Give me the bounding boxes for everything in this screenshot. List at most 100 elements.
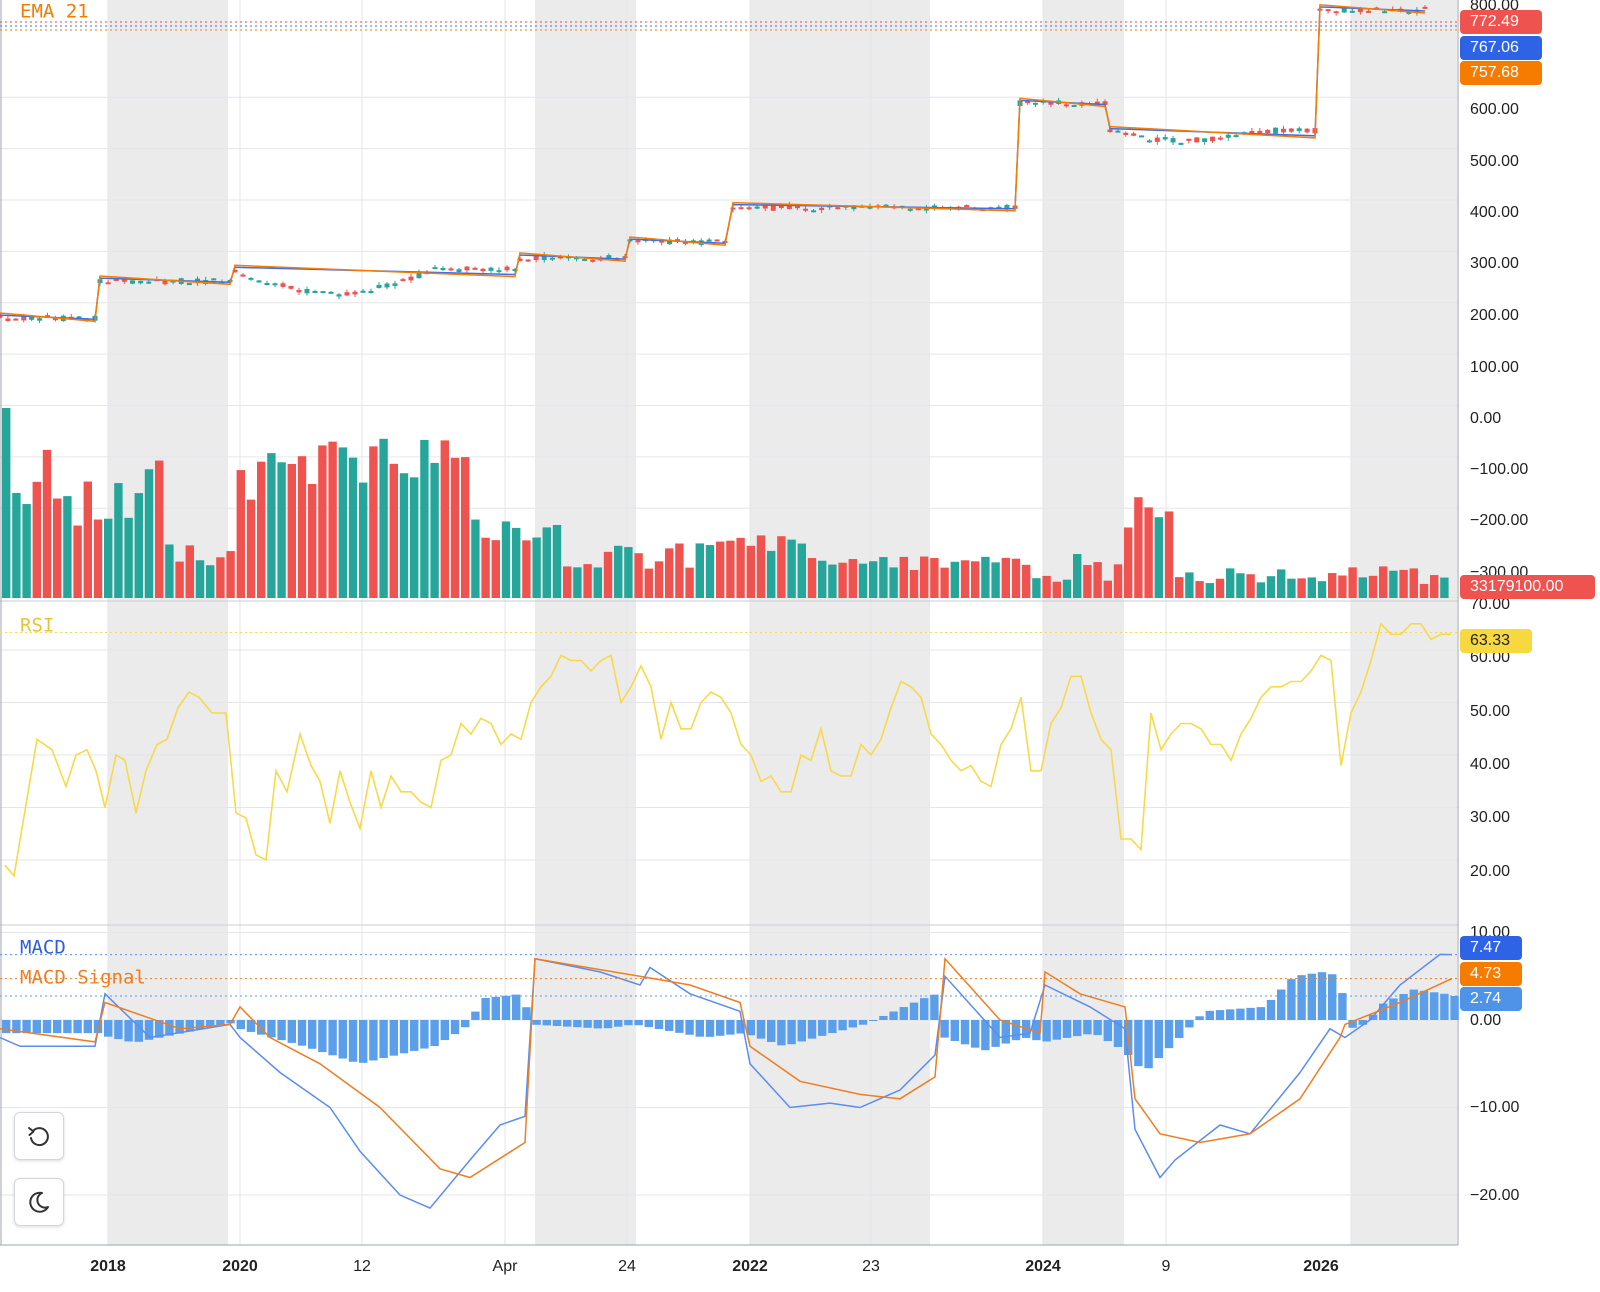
macd-histogram-bar xyxy=(32,1020,41,1034)
volume-bar xyxy=(277,462,286,598)
macd-histogram-bar xyxy=(1185,1020,1194,1028)
macd-histogram-bar xyxy=(909,1002,919,1020)
candle-body xyxy=(1107,129,1113,133)
volume-bar xyxy=(624,547,633,598)
macd-histogram-bar xyxy=(1379,1003,1388,1020)
macd-histogram-bar xyxy=(1001,1020,1010,1044)
price-axis-label: 400.00 xyxy=(1470,204,1519,221)
macd-histogram-bar xyxy=(920,998,929,1020)
volume-bar xyxy=(777,536,786,598)
macd-histogram-bar xyxy=(665,1020,674,1031)
candle-body xyxy=(76,316,82,319)
rsi-axis-label: 50.00 xyxy=(1470,703,1510,720)
volume-bar xyxy=(297,456,307,598)
candle-body xyxy=(288,285,294,289)
volume-bar xyxy=(960,560,970,598)
macd-histogram-bar xyxy=(797,1020,806,1042)
volume-bar xyxy=(1011,558,1021,598)
candle-body xyxy=(312,290,318,293)
candle-body xyxy=(232,269,238,273)
volume-bar xyxy=(818,560,827,598)
candle-body xyxy=(488,267,494,271)
volume-bar xyxy=(1409,568,1418,598)
macd-histogram-bar xyxy=(777,1020,786,1046)
macd-histogram-bar xyxy=(1062,1020,1072,1038)
candle-body xyxy=(541,255,547,260)
macd-histogram-bar xyxy=(542,1020,551,1026)
hist-badge-bg xyxy=(1460,987,1522,1011)
volume-bar xyxy=(1052,581,1061,598)
volume-bar xyxy=(1083,564,1092,598)
macd-histogram-bar xyxy=(83,1020,92,1034)
candle-body xyxy=(211,278,217,281)
macd-histogram-bar xyxy=(583,1020,592,1028)
macd-histogram-bar xyxy=(1093,1020,1102,1036)
candle-body xyxy=(835,207,841,210)
volume-bar xyxy=(308,483,317,598)
macd-histogram-bar xyxy=(1144,1020,1153,1069)
volume-bar xyxy=(1042,575,1051,598)
candle-body xyxy=(464,266,470,271)
rsi-axis-label: 70.00 xyxy=(1470,596,1510,613)
volume-bar xyxy=(12,492,21,598)
candle-body xyxy=(1225,134,1231,138)
macd-histogram-bar xyxy=(1246,1007,1255,1020)
volume-bar xyxy=(920,556,929,598)
volume-bar xyxy=(1266,576,1276,598)
candle-body xyxy=(996,206,1002,209)
candle-body xyxy=(778,205,784,208)
volume-bar xyxy=(348,457,358,598)
volume-bar xyxy=(32,481,41,598)
volume-bar xyxy=(399,473,409,598)
macd-histogram-bar xyxy=(1409,989,1418,1020)
candle-body xyxy=(1048,101,1054,105)
macd-histogram-bar xyxy=(807,1020,817,1039)
volume-bar xyxy=(185,545,194,598)
candle-body xyxy=(1233,135,1239,138)
candle-body xyxy=(635,240,641,243)
candle-body xyxy=(296,290,302,293)
candle-body xyxy=(794,206,800,209)
reset-button[interactable] xyxy=(14,1112,64,1160)
volume-bar xyxy=(1399,569,1408,598)
volume-bar xyxy=(430,462,439,598)
theme-toggle-button[interactable] xyxy=(14,1178,64,1226)
candle-body xyxy=(517,258,523,262)
macd-histogram-bar xyxy=(1154,1020,1163,1059)
volume-bar xyxy=(175,561,184,598)
volume-bar xyxy=(114,483,123,598)
macd-histogram-bar xyxy=(12,1020,21,1034)
macd-histogram-bar xyxy=(53,1020,62,1034)
candle-body xyxy=(113,279,119,282)
volume-bar xyxy=(420,439,429,598)
volume-bar xyxy=(1328,573,1337,598)
candle-body xyxy=(754,206,760,209)
candle-body xyxy=(400,279,406,282)
volume-bar xyxy=(246,499,256,598)
macd-histogram-bar xyxy=(1226,1009,1235,1020)
volume-bar xyxy=(328,441,337,598)
candle-body xyxy=(590,259,596,262)
macd-histogram-bar xyxy=(328,1020,337,1056)
candle-body xyxy=(186,283,192,286)
price-axis-label: 100.00 xyxy=(1470,359,1519,376)
volume-bar xyxy=(593,567,602,598)
volume-bar xyxy=(1440,577,1449,598)
macd-histogram-bar xyxy=(695,1020,704,1037)
macd-histogram-bar xyxy=(277,1020,286,1041)
macd-histogram-bar xyxy=(1205,1010,1214,1020)
candle-body xyxy=(272,283,278,286)
macd-histogram-bar xyxy=(1011,1020,1021,1041)
volume-badge: 33179100.00 xyxy=(1470,578,1564,595)
candle-body xyxy=(256,280,262,283)
macd-histogram-bar xyxy=(420,1020,429,1049)
volume-bar xyxy=(165,544,174,598)
ema-short-badge-bg xyxy=(1460,36,1542,60)
volume-bar xyxy=(879,557,888,598)
macd-histogram-bar xyxy=(1419,990,1429,1020)
rsi-legend: RSI xyxy=(20,615,54,637)
macd-histogram-bar xyxy=(654,1020,664,1030)
macd-histogram-bar xyxy=(736,1020,745,1034)
